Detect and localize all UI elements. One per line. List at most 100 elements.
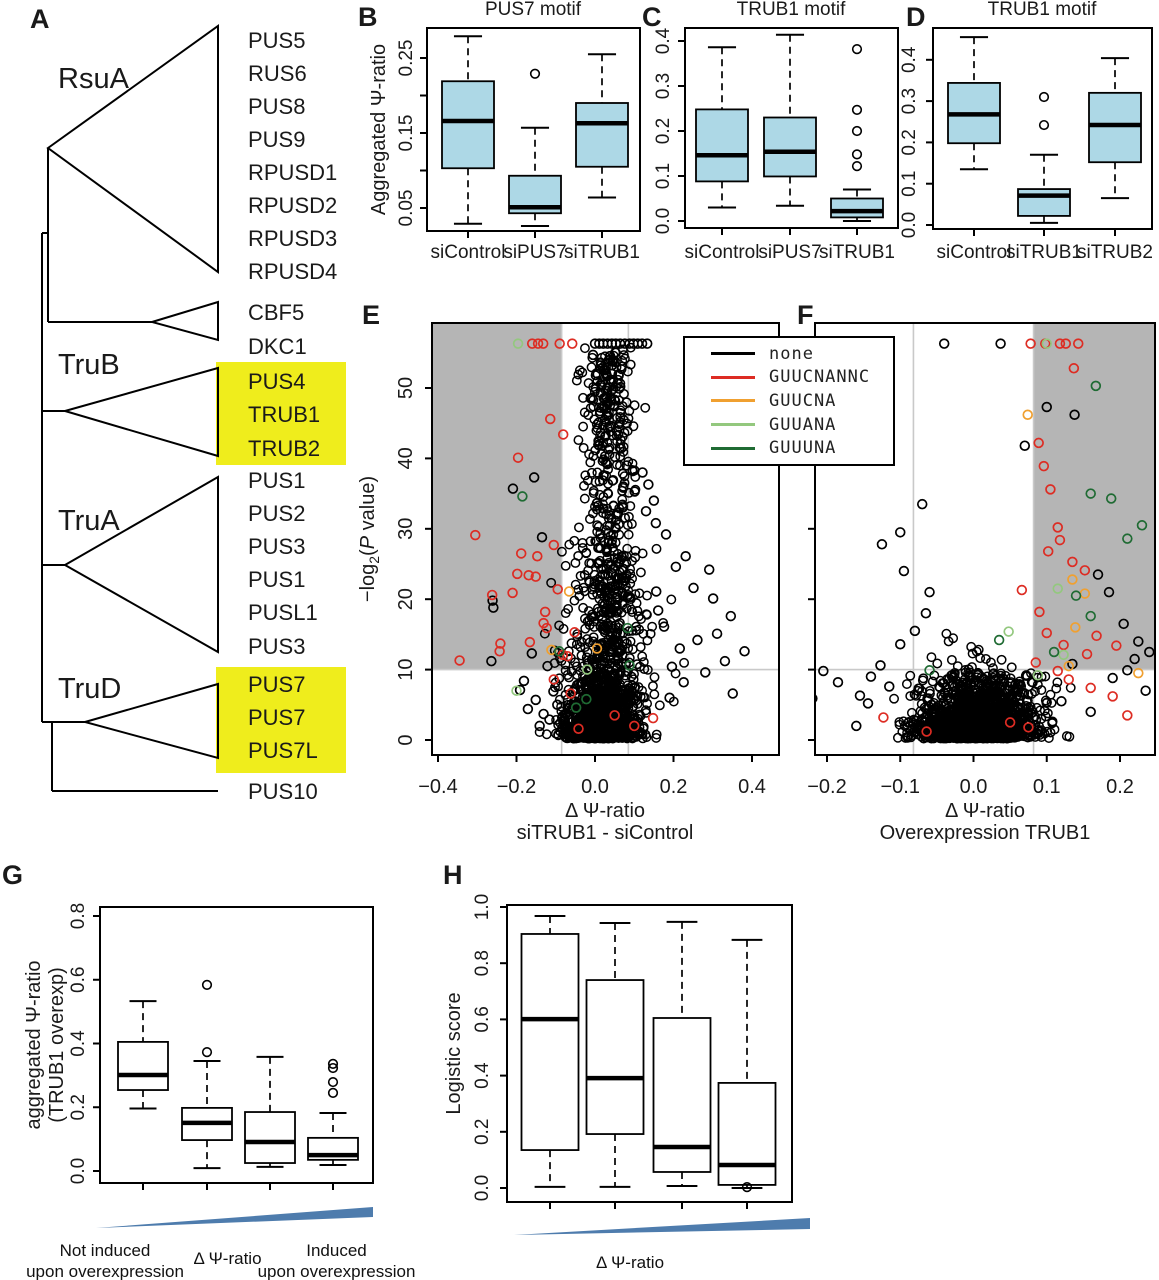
data-point: [1042, 708, 1053, 719]
data-point: [972, 710, 983, 720]
data-point: [953, 721, 964, 732]
data-point: [1064, 731, 1075, 742]
data-point: [592, 520, 603, 531]
motif-data-point: [1052, 583, 1063, 594]
data-point: [573, 435, 584, 446]
data-point: [608, 399, 620, 411]
data-point: [585, 714, 596, 725]
data-point: [607, 596, 618, 607]
data-point: [1021, 716, 1031, 727]
data-point: [1036, 685, 1047, 695]
data-point: [932, 658, 943, 669]
x-category-label: siControl: [431, 242, 506, 263]
data-point: [602, 437, 613, 448]
data-point: [623, 529, 634, 540]
data-point: [973, 644, 984, 655]
y-tick-label: 30: [395, 518, 417, 540]
y-tick-label: 0.0: [472, 1175, 493, 1201]
data-point: [577, 542, 588, 553]
motif-data-point: [524, 636, 536, 648]
motif-data-point: [563, 586, 575, 597]
data-point: [573, 522, 584, 533]
x-category-label: siTRUB1: [564, 242, 640, 263]
data-point: [617, 598, 628, 608]
data-point: [936, 704, 947, 715]
x-axis-label-line1: Δ Ψ-ratio: [565, 800, 645, 822]
data-point: [952, 706, 963, 717]
data-point: [546, 577, 557, 588]
data-point: [927, 676, 938, 687]
data-point: [647, 681, 658, 691]
motif-data-point: [517, 491, 528, 502]
data-point: [635, 727, 646, 738]
data-point: [666, 594, 677, 605]
data-point: [610, 522, 621, 532]
outlier-point: [741, 1182, 753, 1193]
y-tick-label: 0.2: [472, 1119, 493, 1145]
data-point: [865, 671, 877, 682]
motif-data-point: [548, 539, 560, 551]
data-point: [566, 638, 577, 649]
data-point: [711, 628, 723, 639]
panel-a-phylogenetic-tree: RsuA TruB TruA TruD PUS5 RUS6 PUS8 PUS9 RPUSD1 RP…: [41, 24, 346, 804]
motif-data-point: [1091, 630, 1102, 642]
motif-data-point: [1060, 338, 1072, 349]
y-tick-label: 50: [395, 377, 417, 399]
data-point: [617, 494, 628, 505]
y-axis-label: aggregated Ψ-ratio: [23, 960, 45, 1129]
data-point: [654, 700, 665, 711]
wedge-label-induced: Induced upon overexpression: [243, 1240, 430, 1280]
data-point: [595, 581, 606, 592]
data-point: [1103, 586, 1115, 598]
data-point: [633, 682, 644, 693]
data-point: [619, 471, 630, 482]
data-point: [577, 537, 588, 548]
data-point: [943, 636, 954, 647]
data-point: [591, 683, 601, 694]
motif-data-point: [554, 646, 565, 657]
data-point: [609, 717, 620, 728]
motif-data-point: [629, 720, 640, 732]
data-point: [590, 370, 601, 381]
tspan: value): [357, 476, 379, 536]
data-point: [1122, 665, 1133, 676]
data-point: [902, 722, 912, 733]
data-point: [612, 412, 623, 423]
data-point: [578, 602, 589, 613]
y-tick-label: 0.0: [653, 208, 674, 234]
motif-data-point: [1105, 493, 1117, 504]
legend-label: GUUANA: [769, 414, 837, 435]
data-point: [947, 715, 958, 725]
data-point: [601, 604, 611, 615]
motif-data-point: [1111, 640, 1122, 651]
motif-data-point: [924, 665, 935, 676]
data-point: [894, 717, 905, 728]
data-point: [1085, 706, 1096, 718]
data-point: [1045, 727, 1056, 738]
data-point: [1034, 721, 1045, 732]
data-point: [971, 646, 982, 657]
legend-swatch-red: [711, 375, 755, 379]
data-point: [602, 658, 613, 669]
data-point: [632, 605, 643, 616]
data-point: [536, 531, 548, 543]
motif-data-point: [570, 702, 582, 713]
data-point: [635, 642, 646, 652]
volcano-legend: none GUUCNANNC GUUCNA GUUANA GUUUNA: [683, 336, 895, 466]
leaf-label: PUS7L: [248, 738, 318, 763]
data-point: [700, 667, 711, 678]
data-point: [602, 385, 613, 396]
data-point: [725, 610, 737, 622]
data-point: [586, 467, 597, 478]
chart-title: TRUB1 motif: [737, 0, 846, 20]
motif-data-point: [1085, 488, 1096, 499]
data-point: [589, 622, 600, 632]
x-tick-label: 0.4: [738, 776, 766, 798]
leaf-label: PUS3: [248, 534, 305, 559]
y-tick-label: 0.2: [68, 1094, 89, 1120]
x-tick-label: 0.0: [960, 776, 988, 798]
data-point: [916, 498, 928, 510]
y-tick-label: 0.3: [899, 88, 920, 114]
motif-data-point: [454, 655, 465, 666]
data-point: [649, 672, 660, 683]
